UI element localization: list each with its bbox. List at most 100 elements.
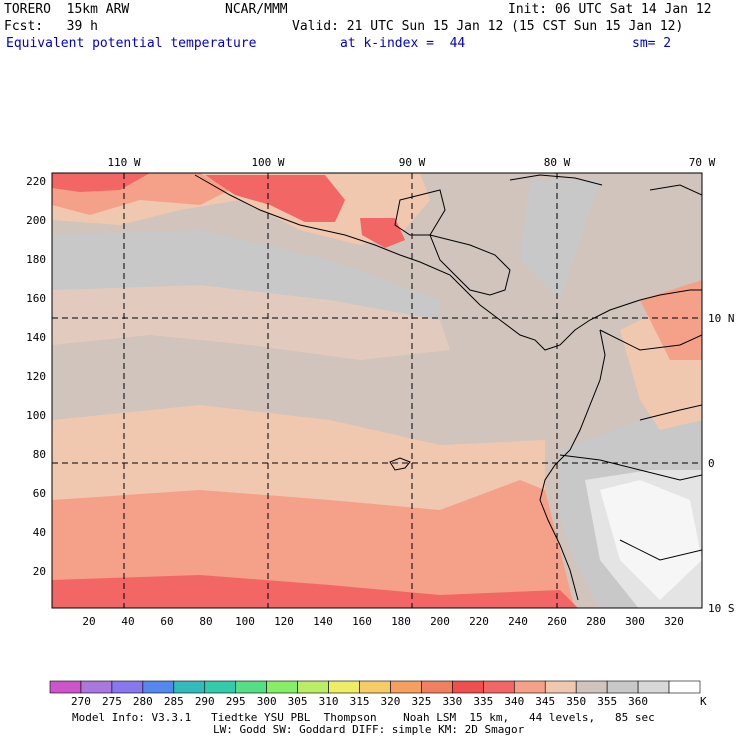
y-tick-label: 40 <box>33 526 46 539</box>
colorbar-swatch <box>483 680 515 694</box>
colorbar-label: 350 <box>566 695 586 708</box>
x-tick-label: 220 <box>469 615 489 628</box>
field-name: Equivalent potential temperature <box>6 36 257 51</box>
x-tick-label: 40 <box>121 615 134 628</box>
colorbar-swatch <box>513 680 546 694</box>
colorbar-label: 280 <box>133 695 153 708</box>
colorbar-label: 330 <box>442 695 462 708</box>
colorbar-swatch <box>235 680 267 694</box>
valid-time: Valid: 21 UTC Sun 15 Jan 12 (15 CST Sun … <box>292 19 684 34</box>
footer-model-info: Model Info: V3.3.1 Tiedtke YSU PBL Thomp… <box>72 711 655 724</box>
field-salmon-ne <box>640 280 702 360</box>
colorbar-swatch <box>297 680 329 694</box>
lat-label-10s: 10 S <box>708 602 735 615</box>
x-tick-label: 160 <box>352 615 372 628</box>
colorbar-swatch <box>575 680 608 694</box>
lat-label-0: 0 <box>708 457 715 470</box>
lon-label-90w: 90 W <box>399 156 426 169</box>
field-red-south <box>52 575 578 608</box>
y-tick-label: 120 <box>26 370 46 383</box>
colorbar-swatch <box>49 680 82 694</box>
field-red-nw <box>52 173 150 192</box>
graticule <box>52 173 702 608</box>
y-tick-label: 180 <box>26 253 46 266</box>
colorbar-label: 300 <box>257 695 277 708</box>
x-tick-label: 80 <box>199 615 212 628</box>
x-tick-label: 260 <box>547 615 567 628</box>
colorbar-label: 290 <box>195 695 215 708</box>
colorbar-swatch <box>452 680 484 694</box>
colorbar-swatch <box>328 680 360 694</box>
y-axis-ticks: 220 200 180 160 140 120 100 80 60 40 20 <box>26 175 46 578</box>
field-red-patch <box>360 218 405 248</box>
x-tick-label: 120 <box>274 615 294 628</box>
lon-label-110w: 110 W <box>107 156 140 169</box>
coastlines <box>194 174 702 601</box>
field-gray-caribbean <box>520 180 600 300</box>
colorbar-swatch <box>421 680 453 694</box>
lat-label-10n: 10 N <box>708 312 735 325</box>
x-tick-label: 60 <box>160 615 173 628</box>
colorbar-label: 270 <box>71 695 91 708</box>
colorbar-label: 275 <box>102 695 122 708</box>
x-axis-ticks: 20 40 60 80 100 120 140 160 180 200 220 240 260 280 30… <box>82 615 684 628</box>
y-tick-label: 220 <box>26 175 46 188</box>
x-tick-label: 300 <box>625 615 645 628</box>
colorbar-swatch <box>390 680 422 694</box>
lon-label-80w: 80 W <box>544 156 571 169</box>
colorbar: 270 275 280 285 290 295 300 305 310 315 320 325 330 3… <box>49 680 701 708</box>
colorbar-swatch <box>80 680 113 694</box>
colorbar-label: 340 <box>504 695 524 708</box>
field-white-sa <box>600 480 702 600</box>
lon-label-70w: 70 W <box>689 156 716 169</box>
y-tick-label: 160 <box>26 292 46 305</box>
field-gray-band <box>52 230 440 320</box>
colorbar-swatch <box>266 680 298 694</box>
y-tick-label: 200 <box>26 214 46 227</box>
colorbar-unit: K <box>700 695 707 708</box>
x-tick-label: 280 <box>586 615 606 628</box>
lon-label-100w: 100 W <box>251 156 284 169</box>
colorbar-label: 315 <box>350 695 370 708</box>
map-frame <box>51 172 703 609</box>
colorbar-swatch <box>544 680 577 694</box>
organization: NCAR/MMM <box>225 2 288 17</box>
colorbar-label: 360 <box>628 695 648 708</box>
colorbar-swatch <box>668 680 701 694</box>
smoothing-info: sm= 2 <box>632 36 672 51</box>
colorbar-swatch <box>606 680 639 694</box>
colorbar-swatch <box>173 680 206 694</box>
y-tick-label: 100 <box>26 409 46 422</box>
colorbar-label: 305 <box>288 695 308 708</box>
x-tick-label: 320 <box>664 615 684 628</box>
colorbar-swatch <box>637 680 670 694</box>
y-tick-label: 60 <box>33 487 46 500</box>
y-tick-label: 20 <box>33 565 46 578</box>
colorbar-swatch <box>142 680 175 694</box>
map-field <box>52 173 702 608</box>
x-tick-label: 200 <box>430 615 450 628</box>
x-tick-label: 240 <box>508 615 528 628</box>
colorbar-label: 320 <box>381 695 401 708</box>
model-name: TORERO 15km ARW <box>4 2 130 17</box>
x-tick-label: 180 <box>391 615 411 628</box>
field-red-north <box>205 175 345 222</box>
colorbar-label: 295 <box>226 695 246 708</box>
colorbar-swatch <box>359 680 391 694</box>
colorbar-swatch <box>204 680 237 694</box>
x-tick-label: 140 <box>313 615 333 628</box>
x-tick-label: 100 <box>235 615 255 628</box>
y-tick-label: 140 <box>26 331 46 344</box>
field-peach-mid <box>52 285 450 360</box>
init-time: Init: 06 UTC Sat 14 Jan 12 <box>508 2 712 17</box>
colorbar-swatch <box>111 680 144 694</box>
colorbar-label: 325 <box>411 695 431 708</box>
colorbar-label: 355 <box>597 695 617 708</box>
y-tick-label: 80 <box>33 448 46 461</box>
colorbar-label: 310 <box>319 695 339 708</box>
forecast-hour: Fcst: 39 h <box>4 19 98 34</box>
level-info: at k-index = 44 <box>340 36 466 51</box>
x-tick-label: 20 <box>82 615 95 628</box>
colorbar-label: 345 <box>535 695 555 708</box>
